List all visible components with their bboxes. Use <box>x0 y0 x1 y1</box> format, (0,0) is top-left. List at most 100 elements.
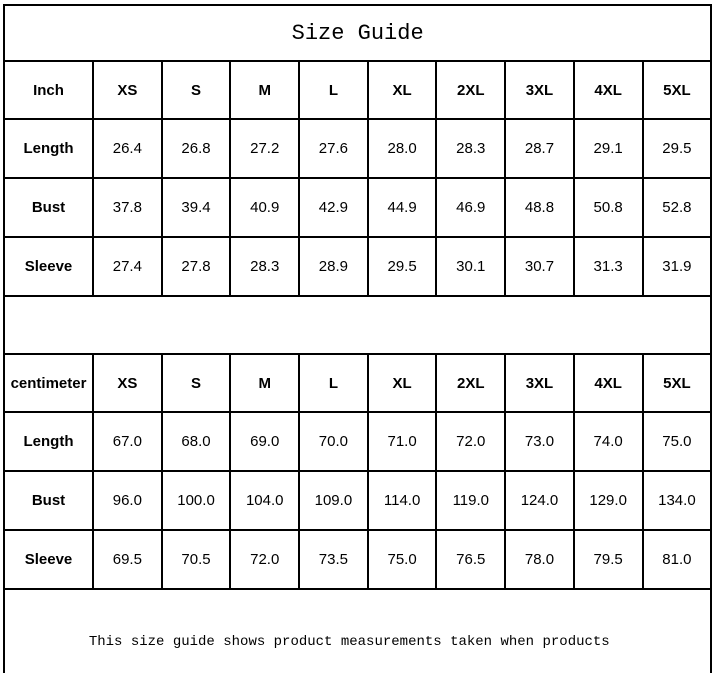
measurement-value-cell: 29.1 <box>572 118 644 179</box>
measurement-value-cell: 70.0 <box>298 411 369 472</box>
footer-line-1: This size guide shows product measuremen… <box>88 634 610 650</box>
size-header-cell: 3XL <box>504 353 575 413</box>
measurement-value-cell: 72.0 <box>435 411 507 472</box>
measurement-value-cell: 75.0 <box>641 411 713 472</box>
size-header-cell: M <box>229 60 301 120</box>
unit-header-cell: centimeter <box>3 353 94 413</box>
size-header-cell: 2XL <box>435 60 507 120</box>
measurement-value-cell: 50.8 <box>572 177 644 238</box>
measurement-value-cell: 29.5 <box>641 118 713 179</box>
measurement-value-cell: 134.0 <box>641 470 713 531</box>
size-header-cell: M <box>229 353 301 413</box>
size-header-cell: XS <box>92 353 163 413</box>
measurement-value-cell: 124.0 <box>504 470 575 531</box>
measurement-value-cell: 76.5 <box>435 529 507 590</box>
measurement-value-cell: 27.4 <box>92 236 163 297</box>
inch-table-section: Inch XS S M L XL 2XL 3XL 4XL 5XL Length 26.4 26.8 27.… <box>3 60 713 297</box>
measurement-value-cell: 114.0 <box>366 470 438 531</box>
size-header-cell: L <box>298 60 369 120</box>
unit-header-cell: Inch <box>3 60 94 120</box>
size-header-cell: 2XL <box>435 353 507 413</box>
size-guide-table: Size Guide Inch XS S M L XL 2XL 3XL 4XL 5XL Length… <box>2 4 713 673</box>
size-header-row: Inch XS S M L XL 2XL 3XL 4XL 5XL <box>3 60 713 120</box>
measurement-row: Length 26.4 26.8 27.2 27.6 28.0 28.3 28.7 29.1 29… <box>3 118 713 179</box>
measurement-value-cell: 44.9 <box>366 177 438 238</box>
measurement-value-cell: 40.9 <box>229 177 301 238</box>
measurement-value-cell: 30.1 <box>435 236 507 297</box>
spacer-row <box>2 295 713 355</box>
footer-note: This size guide shows product measuremen… <box>88 591 627 673</box>
size-header-cell: S <box>160 60 232 120</box>
size-header-cell: 5XL <box>641 353 713 413</box>
spacer-cell <box>2 295 713 355</box>
measurement-value-cell: 29.5 <box>366 236 438 297</box>
measurement-value-cell: 52.8 <box>641 177 713 238</box>
footer-note-cell: This size guide shows product measuremen… <box>2 588 713 673</box>
measurement-value-cell: 26.8 <box>160 118 232 179</box>
measurement-value-cell: 78.0 <box>504 529 575 590</box>
measurement-value-cell: 37.8 <box>92 177 163 238</box>
measurement-value-cell: 69.0 <box>229 411 301 472</box>
measurement-value-cell: 67.0 <box>92 411 163 472</box>
size-header-cell: 5XL <box>641 60 713 120</box>
measurement-value-cell: 75.0 <box>366 529 438 590</box>
measurement-value-cell: 81.0 <box>641 529 713 590</box>
measurement-value-cell: 72.0 <box>229 529 301 590</box>
measurement-value-cell: 79.5 <box>572 529 644 590</box>
measurement-label-cell: Sleeve <box>3 529 94 590</box>
measurement-value-cell: 27.2 <box>229 118 301 179</box>
measurement-value-cell: 28.9 <box>298 236 369 297</box>
size-header-cell: 3XL <box>504 60 575 120</box>
measurement-value-cell: 46.9 <box>435 177 507 238</box>
measurement-value-cell: 70.5 <box>160 529 232 590</box>
size-header-cell: S <box>160 353 232 413</box>
measurement-value-cell: 100.0 <box>160 470 232 531</box>
measurement-row: Bust 37.8 39.4 40.9 42.9 44.9 46.9 48.8 50.8 52.8 <box>3 177 713 238</box>
size-header-cell: 4XL <box>572 60 644 120</box>
size-header-cell: 4XL <box>572 353 644 413</box>
measurement-value-cell: 73.0 <box>504 411 575 472</box>
measurement-row: Sleeve 27.4 27.8 28.3 28.9 29.5 30.1 30.7 31.3 31… <box>3 236 713 297</box>
measurement-value-cell: 27.6 <box>298 118 369 179</box>
measurement-value-cell: 69.5 <box>92 529 163 590</box>
size-header-cell: XS <box>92 60 163 120</box>
measurement-value-cell: 26.4 <box>92 118 163 179</box>
size-header-cell: XL <box>366 353 438 413</box>
centimeter-table-section: centimeter XS S M L XL 2XL 3XL 4XL 5XL Length 67.0 6… <box>3 353 713 590</box>
measurement-value-cell: 104.0 <box>229 470 301 531</box>
measurement-row: Bust 96.0 100.0 104.0 109.0 114.0 119.0 124.0 12… <box>3 470 713 531</box>
measurement-value-cell: 31.9 <box>641 236 713 297</box>
measurement-label-cell: Sleeve <box>3 236 94 297</box>
measurement-value-cell: 42.9 <box>298 177 369 238</box>
measurement-row: Length 67.0 68.0 69.0 70.0 71.0 72.0 73.0 74.0 75… <box>3 411 713 472</box>
size-header-cell: XL <box>366 60 438 120</box>
measurement-value-cell: 129.0 <box>572 470 644 531</box>
measurement-value-cell: 28.7 <box>504 118 575 179</box>
measurement-value-cell: 48.8 <box>504 177 575 238</box>
measurement-label-cell: Bust <box>3 177 94 238</box>
measurement-value-cell: 96.0 <box>92 470 163 531</box>
measurement-value-cell: 27.8 <box>160 236 232 297</box>
size-header-row: centimeter XS S M L XL 2XL 3XL 4XL 5XL <box>3 353 713 413</box>
measurement-value-cell: 30.7 <box>504 236 575 297</box>
footer-row: This size guide shows product measuremen… <box>2 588 713 673</box>
measurement-label-cell: Bust <box>3 470 94 531</box>
measurement-row: Sleeve 69.5 70.5 72.0 73.5 75.0 76.5 78.0 79.5 81… <box>3 529 713 590</box>
measurement-value-cell: 28.3 <box>435 118 507 179</box>
size-header-cell: L <box>298 353 369 413</box>
measurement-value-cell: 28.0 <box>366 118 438 179</box>
measurement-value-cell: 109.0 <box>298 470 369 531</box>
measurement-label-cell: Length <box>3 411 94 472</box>
title-row: Size Guide <box>2 4 713 62</box>
measurement-value-cell: 71.0 <box>366 411 438 472</box>
measurement-value-cell: 39.4 <box>160 177 232 238</box>
measurement-value-cell: 31.3 <box>572 236 644 297</box>
measurement-label-cell: Length <box>3 118 94 179</box>
measurement-value-cell: 73.5 <box>298 529 369 590</box>
measurement-value-cell: 28.3 <box>229 236 301 297</box>
measurement-value-cell: 119.0 <box>435 470 507 531</box>
measurement-value-cell: 68.0 <box>160 411 232 472</box>
measurement-value-cell: 74.0 <box>572 411 644 472</box>
size-guide-title: Size Guide <box>2 4 713 62</box>
